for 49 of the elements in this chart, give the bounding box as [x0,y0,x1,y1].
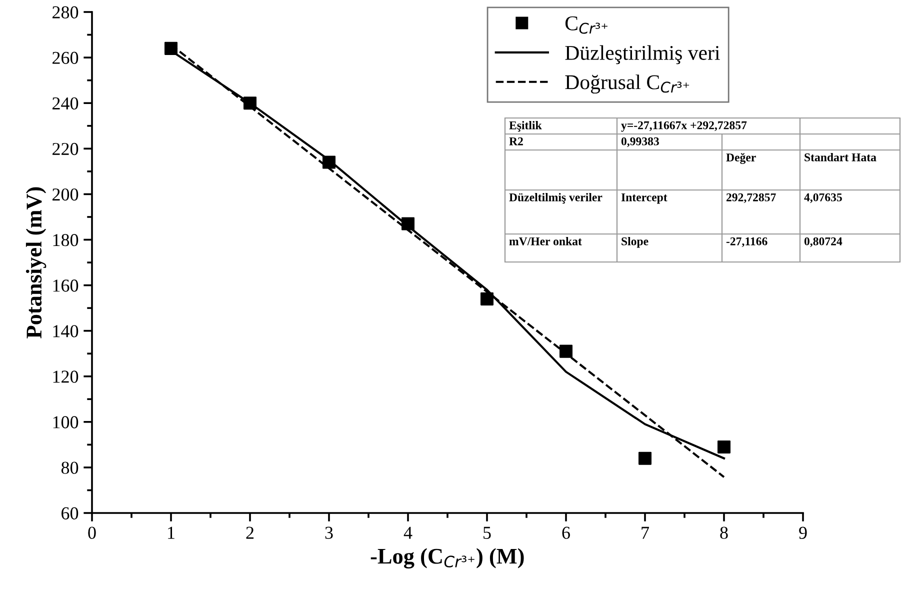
point [480,292,494,306]
text: 4,07635 [804,193,842,204]
annotation: Eşitlik [509,121,542,132]
legend-label: C$_{Cr³⁺}$ [565,16,608,34]
annotation: Düzeltilmiş veriler [509,193,602,204]
point [638,452,652,465]
y-tick-label: 280 [52,6,78,18]
text: 0,80724 [804,237,842,248]
x-tick-label: 9 [799,526,807,539]
x-tick-label: 5 [484,526,491,539]
point [243,96,257,110]
annotation: y=-27,11667x +292,72857 [621,121,747,132]
point [401,217,415,230]
y-axis-title: Potansiyel (mV) [26,187,46,338]
y-tick-label: 240 [52,97,78,110]
text: Standart Hata [804,153,876,162]
y-tick-label: 60 [62,507,78,520]
x-axis-title: -Log (C$_{Cr³⁺}$) (M) [370,548,524,568]
legend-label: Düzleştirilmiş veri [565,45,720,64]
annotation: R2 [509,137,523,146]
point [322,156,336,169]
legend-label: Doğrusal C$_{Cr³⁺}$ [565,74,690,94]
annotation: Slope [622,237,648,248]
y-tick-label: 100 [53,416,78,428]
x-tick-label: 4 [404,526,412,539]
x-tick-label: 3 [325,526,333,539]
y-tick-label: 160 [53,280,78,292]
x-tick-label: 8 [720,526,728,539]
point [717,440,731,454]
point [164,42,178,55]
annotation: -27,1166 [726,237,768,248]
x-tick-label: 6 [562,526,570,539]
x-tick-label: 7 [642,526,649,539]
y-tick-label: 260 [52,52,78,64]
y-tick-label: 140 [53,325,78,338]
annotation: Değer [726,153,756,164]
x-tick-label: 0 [88,526,96,539]
x-tick-label: 2 [246,526,254,539]
annotation: mV/Her onkat [509,237,582,246]
y-tick-label: 120 [53,370,78,383]
x-tick-label: 1 [168,526,174,539]
y-tick-label: 220 [52,142,78,156]
y-tick-label: 180 [53,234,78,246]
y-tick-label: 80 [61,462,78,474]
point [559,344,573,358]
annotation: 292,72857 [726,193,776,204]
annotation: Intercept [621,193,668,204]
y-tick-label: 200 [52,188,78,201]
annotation: 0,99383 [621,137,659,148]
